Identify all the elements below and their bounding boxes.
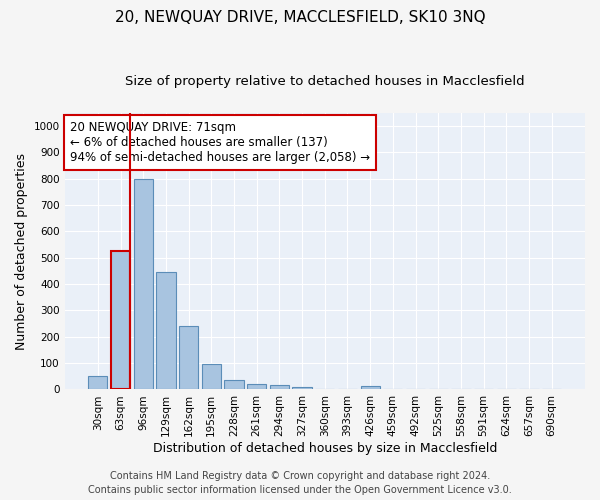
Y-axis label: Number of detached properties: Number of detached properties <box>15 152 28 350</box>
Bar <box>247 384 266 390</box>
Bar <box>224 380 244 390</box>
Bar <box>202 364 221 390</box>
Bar <box>88 376 107 390</box>
Bar <box>361 386 380 390</box>
Bar <box>270 384 289 390</box>
Bar <box>111 251 130 390</box>
X-axis label: Distribution of detached houses by size in Macclesfield: Distribution of detached houses by size … <box>152 442 497 455</box>
Text: 20, NEWQUAY DRIVE, MACCLESFIELD, SK10 3NQ: 20, NEWQUAY DRIVE, MACCLESFIELD, SK10 3N… <box>115 10 485 25</box>
Title: Size of property relative to detached houses in Macclesfield: Size of property relative to detached ho… <box>125 75 524 88</box>
Text: 20 NEWQUAY DRIVE: 71sqm
← 6% of detached houses are smaller (137)
94% of semi-de: 20 NEWQUAY DRIVE: 71sqm ← 6% of detached… <box>70 121 370 164</box>
Bar <box>134 178 153 390</box>
Bar <box>156 272 176 390</box>
Text: Contains HM Land Registry data © Crown copyright and database right 2024.
Contai: Contains HM Land Registry data © Crown c… <box>88 471 512 495</box>
Bar <box>179 326 198 390</box>
Bar <box>292 386 312 390</box>
